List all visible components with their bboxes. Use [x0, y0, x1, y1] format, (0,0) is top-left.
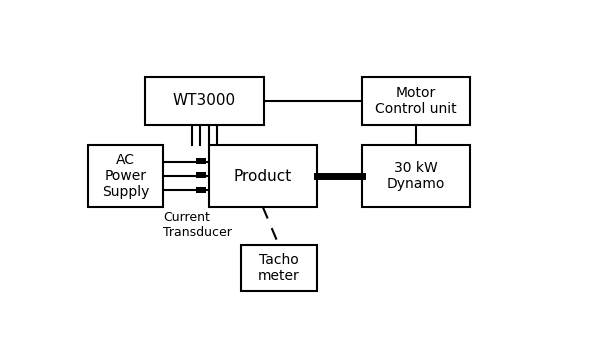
- Bar: [196, 172, 206, 178]
- Text: WT3000: WT3000: [173, 93, 236, 108]
- Text: Product: Product: [233, 169, 292, 184]
- Bar: [145, 77, 264, 125]
- Bar: [241, 245, 317, 291]
- Bar: [209, 145, 317, 207]
- Bar: [87, 145, 163, 207]
- Bar: [196, 158, 206, 164]
- Text: 30 kW
Dynamo: 30 kW Dynamo: [387, 161, 446, 191]
- Text: Current
Transducer: Current Transducer: [163, 211, 232, 239]
- Bar: [362, 145, 470, 207]
- Text: AC
Power
Supply: AC Power Supply: [102, 153, 149, 199]
- Text: Motor
Control unit: Motor Control unit: [375, 86, 457, 116]
- Text: Tacho
meter: Tacho meter: [258, 253, 300, 283]
- Bar: [362, 77, 470, 125]
- Bar: [196, 187, 206, 193]
